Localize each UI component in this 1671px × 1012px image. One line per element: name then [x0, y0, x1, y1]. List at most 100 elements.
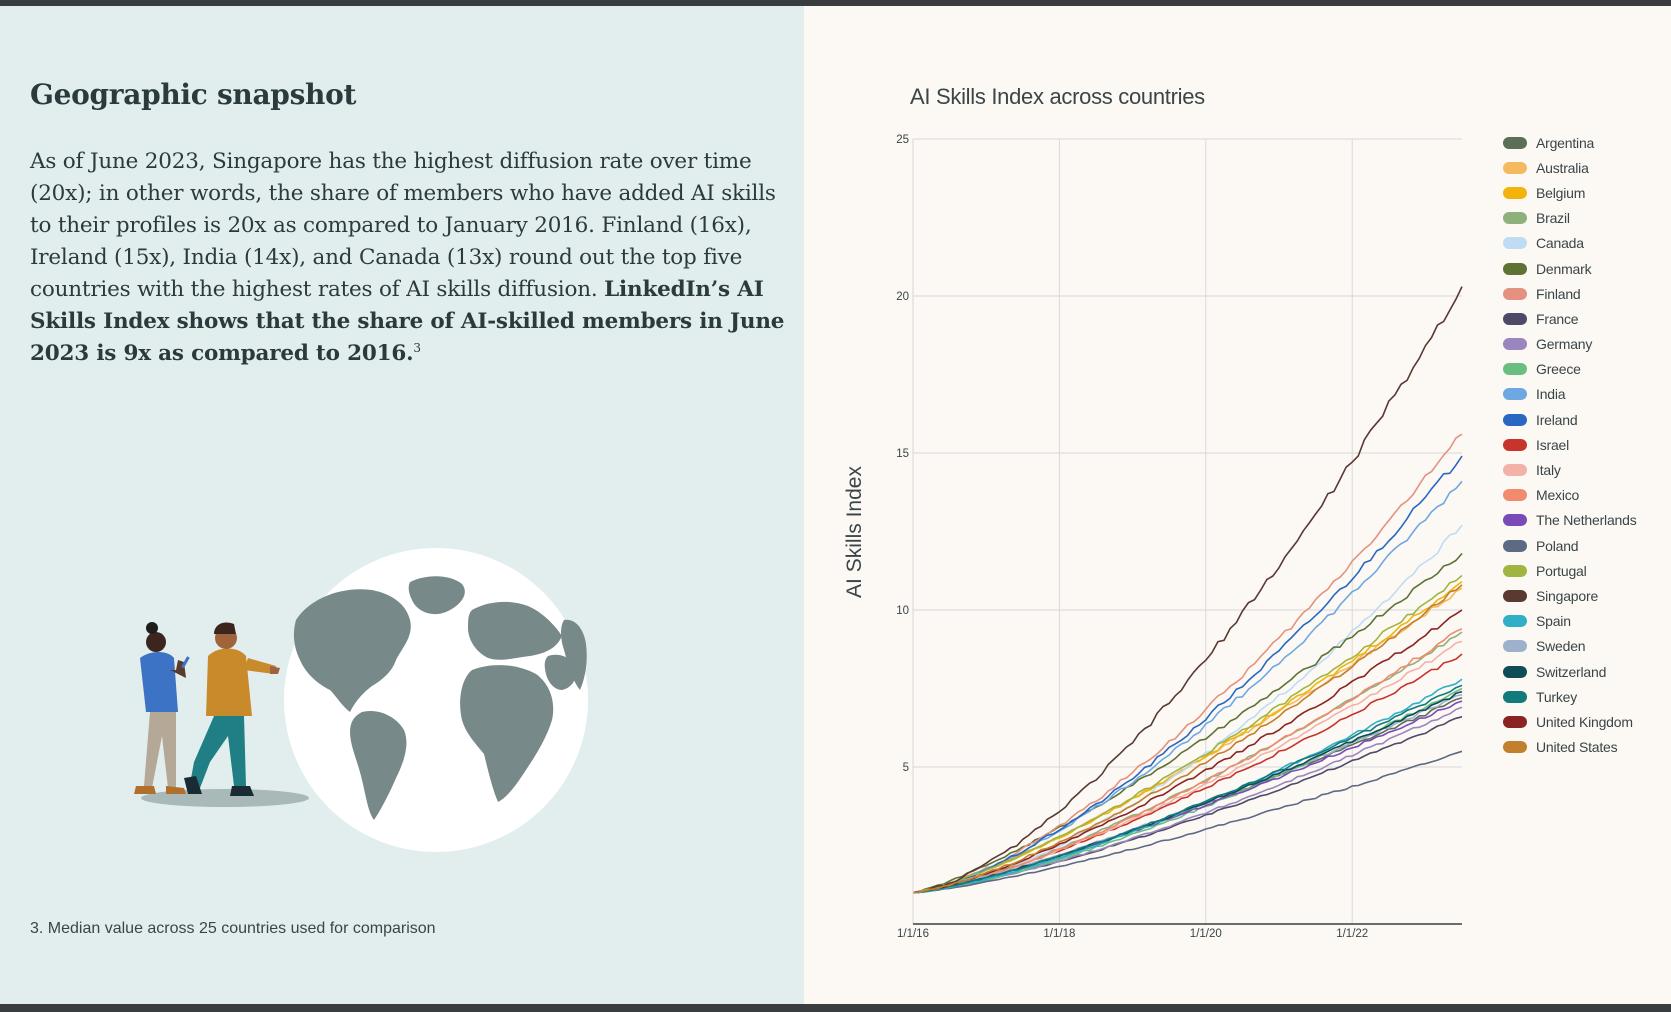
legend-item: Spain	[1503, 609, 1668, 634]
legend-item: France	[1503, 306, 1668, 331]
legend-label: Singapore	[1536, 587, 1599, 604]
man-hair	[214, 622, 236, 634]
legend-swatch	[1503, 212, 1527, 225]
y-tick-label: 5	[903, 762, 909, 774]
series-line-brazil	[912, 631, 1463, 894]
legend-item: Canada	[1503, 231, 1668, 256]
y-tick-label: 10	[896, 605, 909, 617]
legend-label: Brazil	[1536, 210, 1570, 227]
legend-item: Denmark	[1503, 256, 1668, 281]
legend-item: Switzerland	[1503, 659, 1668, 684]
woman-shoes	[134, 786, 186, 794]
north-america-shape	[293, 589, 411, 712]
legend-label: Spain	[1536, 613, 1571, 630]
legend-label: Denmark	[1536, 260, 1592, 277]
body-intro-text: As of June 2023, Singapore has the highe…	[30, 149, 776, 302]
series-line-portugal	[912, 574, 1463, 894]
legend-label: Poland	[1536, 537, 1579, 554]
right-chart-panel	[804, 6, 1671, 1004]
man-hand	[270, 666, 280, 674]
legend-item: Brazil	[1503, 206, 1668, 231]
legend-swatch	[1503, 413, 1527, 426]
legend-label: Germany	[1536, 336, 1593, 353]
bottom-edge-bar	[0, 1004, 1671, 1012]
legend-swatch	[1503, 438, 1527, 451]
legend-label: Australia	[1536, 159, 1589, 176]
legend-item: Singapore	[1503, 583, 1668, 608]
chart-title: AI Skills Index across countries	[910, 84, 1205, 109]
legend-item: Argentina	[1503, 130, 1668, 155]
woman-torso	[140, 652, 178, 712]
man-arm	[244, 658, 276, 674]
legend-item: United Kingdom	[1503, 709, 1668, 734]
legend-swatch	[1503, 489, 1527, 502]
legend-label: Israel	[1536, 436, 1570, 453]
top-edge-bar	[0, 0, 1671, 6]
legend-item: Poland	[1503, 533, 1668, 558]
legend-swatch	[1503, 640, 1527, 653]
series-line-belgium	[912, 581, 1463, 894]
footnote: 3. Median value across 25 countries used…	[30, 920, 436, 937]
legend-label: India	[1536, 386, 1566, 403]
y-tick-label: 15	[896, 448, 909, 460]
legend-label: Mexico	[1536, 487, 1580, 504]
legend-label: Ireland	[1536, 411, 1578, 428]
legend-item: Australia	[1503, 155, 1668, 180]
legend-swatch	[1503, 237, 1527, 250]
legend-item: United States	[1503, 735, 1668, 760]
legend-swatch	[1503, 363, 1527, 376]
legend-swatch	[1503, 564, 1527, 577]
series-line-switzerland	[912, 690, 1463, 894]
legend-label: Sweden	[1536, 638, 1586, 655]
woman-figure	[134, 622, 190, 794]
chart-grid	[913, 138, 1462, 924]
y-tick-label: 20	[896, 291, 909, 303]
europe-shape	[468, 601, 562, 660]
legend-swatch	[1503, 161, 1527, 174]
legend-label: Portugal	[1536, 562, 1587, 579]
page-heading: Geographic snapshot	[30, 78, 357, 111]
legend-label: Argentina	[1536, 134, 1595, 151]
legend-swatch	[1503, 186, 1527, 199]
legend-item: Finland	[1503, 281, 1668, 306]
legend-label: Finland	[1536, 285, 1581, 302]
legend-swatch	[1503, 741, 1527, 754]
legend-label: The Netherlands	[1536, 512, 1637, 529]
woman-head	[146, 632, 166, 652]
legend-swatch	[1503, 388, 1527, 401]
legend-swatch	[1503, 514, 1527, 527]
legend-swatch	[1503, 262, 1527, 275]
legend-label: Belgium	[1536, 184, 1586, 201]
africa-shape	[460, 665, 554, 802]
series-line-singapore	[912, 286, 1463, 894]
legend-item: Sweden	[1503, 634, 1668, 659]
legend-label: Greece	[1536, 361, 1581, 378]
legend-item: Israel	[1503, 432, 1668, 457]
asia-edge-shape	[561, 619, 587, 690]
legend-swatch	[1503, 690, 1527, 703]
south-america-shape	[350, 710, 407, 820]
legend-item: Greece	[1503, 357, 1668, 382]
series-line-australia	[912, 587, 1463, 894]
legend-item: The Netherlands	[1503, 508, 1668, 533]
series-line-poland	[912, 750, 1463, 894]
legend-label: Switzerland	[1536, 663, 1607, 680]
globe-landmasses	[293, 576, 587, 820]
man-legs	[190, 716, 246, 788]
series-line-mexico	[912, 628, 1463, 894]
legend-swatch	[1503, 136, 1527, 149]
legend-swatch	[1503, 715, 1527, 728]
phone	[181, 656, 190, 669]
series-line-united-kingdom	[912, 609, 1463, 894]
legend-item: Italy	[1503, 457, 1668, 482]
series-line-denmark	[912, 552, 1463, 894]
legend-swatch	[1503, 338, 1527, 351]
man-figure	[184, 622, 280, 796]
legend-label: United Kingdom	[1536, 713, 1633, 730]
greenland-shape	[408, 576, 465, 615]
series-line-canada	[912, 524, 1463, 894]
woman-hair-bun	[146, 622, 158, 634]
x-tick-label: 1/1/18	[1043, 928, 1075, 940]
people-with-globe-illustration	[134, 548, 588, 852]
